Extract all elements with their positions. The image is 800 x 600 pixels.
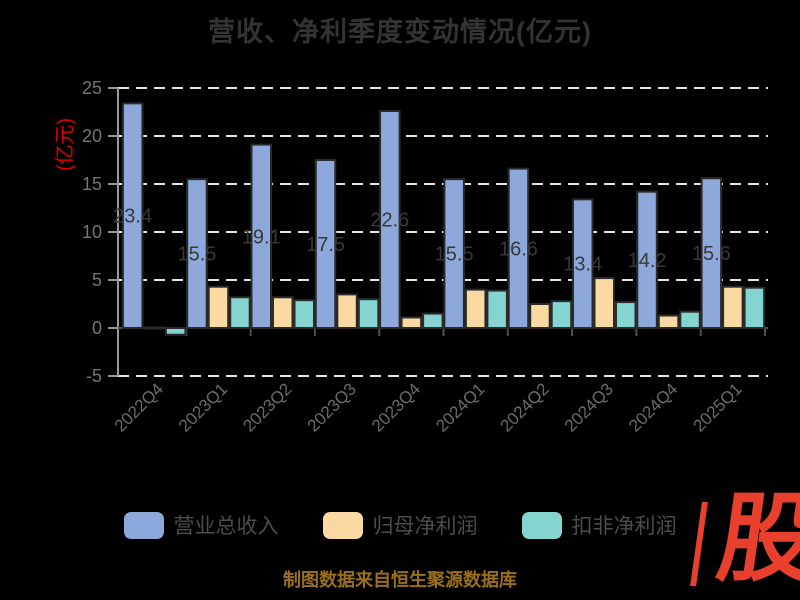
bar-扣非净利润-2023Q4[interactable] (422, 312, 444, 330)
x-axis-category-label: 2023Q1 (175, 379, 231, 435)
bar-扣非净利润-2023Q2[interactable] (293, 299, 315, 330)
bar-归母净利润-2024Q1[interactable] (464, 288, 487, 330)
y-axis-tick-label: 15 (82, 174, 102, 194)
bar-营业总收入-2023Q4[interactable] (379, 110, 401, 330)
bar-扣非净利润-2024Q4[interactable] (679, 310, 701, 329)
bar-value-label: 13.4 (563, 254, 602, 276)
legend-label: 归母净利润 (372, 515, 478, 538)
y-axis-tick-label: -5 (86, 366, 102, 386)
bar-value-label: 15.6 (692, 243, 731, 265)
y-axis-tick-label: 10 (82, 222, 102, 242)
revenue-swatch-icon (123, 511, 164, 539)
bar-归母净利润-2023Q1[interactable] (207, 285, 230, 329)
bar-归母净利润-2024Q2[interactable] (529, 303, 551, 329)
legend-label: 营业总收入 (173, 515, 279, 538)
y-axis-tick-label: 25 (82, 78, 102, 98)
legend-item-net-profit[interactable]: 归母净利润 (322, 510, 478, 540)
bar-营业总收入-2025Q1[interactable] (700, 177, 723, 329)
bar-value-label: 23.4 (113, 206, 152, 228)
net-profit-swatch-icon (322, 511, 363, 539)
x-axis-category-label: 2022Q4 (111, 379, 167, 435)
bar-value-label: 16.6 (499, 238, 538, 260)
bar-营业总收入-2022Q4[interactable] (121, 102, 144, 329)
bar-归母净利润-2024Q4[interactable] (657, 314, 680, 329)
x-axis-category-label: 2023Q3 (304, 379, 360, 435)
bar-value-label: 14.2 (628, 250, 667, 272)
bar-value-label: 22.6 (370, 210, 409, 232)
bar-扣非净利润-2023Q1[interactable] (229, 296, 251, 329)
y-axis-tick-label: 20 (82, 126, 102, 146)
legend-item-deducted-profit[interactable]: 扣非净利润 (521, 510, 677, 540)
bar-营业总收入-2023Q3[interactable] (314, 159, 337, 329)
bar-扣非净利润-2024Q3[interactable] (615, 301, 637, 329)
bar-扣非净利润-2025Q1[interactable] (743, 286, 766, 329)
bar-归母净利润-2023Q2[interactable] (272, 296, 294, 329)
bar-归母净利润-2024Q3[interactable] (593, 277, 615, 329)
bar-营业总收入-2024Q1[interactable] (443, 178, 465, 329)
bar-归母净利润-2023Q4[interactable] (400, 316, 423, 330)
bar-归母净利润-2025Q1[interactable] (722, 285, 744, 329)
y-axis-tick-label: 5 (92, 270, 102, 290)
deducted-profit-swatch-icon (521, 511, 562, 539)
legend-item-revenue[interactable]: 营业总收入 (123, 510, 279, 540)
bar-扣非净利润-2024Q1[interactable] (486, 289, 508, 329)
x-axis-category-label: 2023Q2 (239, 379, 295, 435)
bar-扣非净利润-2024Q2[interactable] (550, 300, 573, 329)
bar-value-label: 17.5 (306, 234, 345, 256)
bar-营业总收入-2024Q4[interactable] (636, 190, 658, 329)
bar-扣非净利润-2022Q4[interactable] (164, 327, 187, 336)
chart-title: 营收、净利季度变动情况(亿元) (208, 17, 592, 47)
legend: 营业总收入 归母净利润 扣非净利润 (0, 510, 800, 540)
x-axis-category-label: 2024Q4 (625, 379, 681, 435)
y-axis-tick-label: 0 (92, 318, 102, 338)
x-axis-category-label: 2024Q2 (497, 379, 553, 435)
bar-营业总收入-2023Q2[interactable] (250, 143, 272, 329)
x-axis-category-label: 2024Q1 (432, 379, 488, 435)
x-axis-category-label: 2023Q4 (368, 379, 424, 435)
x-axis-category-label: 2025Q1 (689, 379, 745, 435)
bar-归母净利润-2023Q3[interactable] (336, 293, 358, 329)
data-source-note: 制图数据来自恒生聚源数据库 (283, 570, 517, 590)
bar-营业总收入-2024Q2[interactable] (507, 167, 530, 329)
bar-扣非净利润-2023Q3[interactable] (357, 298, 380, 330)
bar-value-label: 15.5 (177, 244, 216, 266)
bar-value-label: 19.1 (242, 226, 281, 248)
bar-归母净利润-2022Q4[interactable] (143, 326, 165, 330)
x-axis-category-label: 2024Q3 (561, 379, 617, 435)
stock-logo: 股 (711, 484, 800, 593)
legend-label: 扣非净利润 (571, 515, 677, 538)
bar-value-label: 15.5 (435, 244, 474, 266)
bar-营业总收入-2023Q1[interactable] (186, 178, 208, 329)
bar-营业总收入-2024Q3[interactable] (572, 198, 594, 329)
